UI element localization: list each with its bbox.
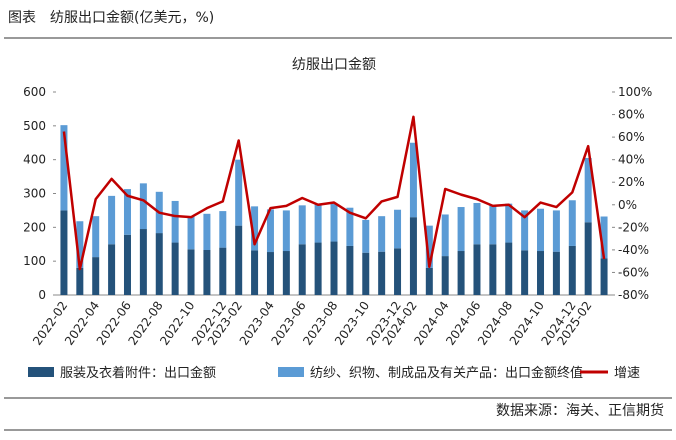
bar bbox=[441, 214, 449, 257]
y-tick-label: 0 bbox=[38, 288, 46, 302]
y2-tick-label: -40% bbox=[618, 243, 649, 257]
y2-tick-label: 20% bbox=[618, 175, 645, 189]
bar bbox=[314, 242, 322, 295]
bar bbox=[314, 204, 322, 243]
bar bbox=[473, 244, 481, 295]
bar bbox=[346, 245, 354, 295]
bar bbox=[219, 211, 227, 248]
bar bbox=[282, 251, 290, 295]
bar bbox=[600, 216, 608, 259]
chart-title: 纺服出口金额 bbox=[292, 57, 376, 73]
bar bbox=[76, 267, 84, 295]
y2-tick-label: -20% bbox=[618, 220, 649, 234]
bar bbox=[92, 257, 100, 295]
header: 图表 纺服出口金额(亿美元，%) bbox=[8, 10, 214, 26]
bar bbox=[552, 210, 560, 252]
y-tick-label: 100 bbox=[23, 254, 46, 268]
bar bbox=[552, 251, 560, 295]
legend-label: 增速 bbox=[614, 366, 640, 381]
bar bbox=[187, 249, 195, 295]
bar bbox=[203, 213, 211, 251]
y2-tick-label: -80% bbox=[618, 288, 649, 302]
legend-label: 纺纱、织物、制成品及有关产品：出口金额终值 bbox=[310, 365, 583, 381]
bar bbox=[219, 247, 227, 295]
bar bbox=[76, 221, 84, 268]
source: 数据来源：海关、正信期货 bbox=[496, 402, 664, 419]
legend-swatch bbox=[28, 367, 54, 377]
bar bbox=[282, 210, 290, 252]
bar bbox=[298, 205, 306, 245]
legend-swatch bbox=[278, 367, 304, 377]
bar bbox=[537, 251, 545, 295]
bar bbox=[394, 209, 402, 249]
bar bbox=[123, 189, 131, 235]
bar bbox=[568, 200, 576, 246]
bar bbox=[139, 229, 147, 295]
bar bbox=[441, 256, 449, 295]
y-tick-label: 600 bbox=[23, 85, 46, 99]
y2-tick-label: -60% bbox=[618, 265, 649, 279]
bar bbox=[409, 217, 417, 295]
bar bbox=[489, 205, 497, 245]
bar bbox=[266, 252, 274, 295]
bar bbox=[139, 183, 147, 230]
bar bbox=[394, 248, 402, 295]
bar bbox=[235, 159, 243, 226]
bar bbox=[235, 225, 243, 295]
y-tick-label: 300 bbox=[23, 187, 46, 201]
bar bbox=[362, 252, 370, 295]
bar bbox=[568, 245, 576, 295]
bar bbox=[346, 207, 354, 246]
y2-tick-label: 100% bbox=[618, 85, 652, 99]
bar bbox=[251, 206, 259, 251]
bar bbox=[425, 267, 433, 295]
y-tick-label: 200 bbox=[23, 220, 46, 234]
bar bbox=[409, 142, 417, 218]
bar bbox=[378, 216, 386, 252]
bar bbox=[330, 241, 338, 295]
bar bbox=[473, 202, 481, 245]
bar bbox=[108, 244, 116, 295]
y2-tick-label: 0% bbox=[618, 198, 637, 212]
bar bbox=[378, 251, 386, 295]
bar bbox=[584, 157, 592, 223]
bar bbox=[457, 207, 465, 252]
bar bbox=[521, 210, 529, 251]
y-tick-label: 400 bbox=[23, 153, 46, 167]
bar bbox=[425, 225, 433, 268]
bar bbox=[521, 250, 529, 295]
bar bbox=[505, 242, 513, 295]
y2-tick-label: 60% bbox=[618, 130, 645, 144]
y2-tick-label: 40% bbox=[618, 153, 645, 167]
bar bbox=[584, 222, 592, 295]
bar bbox=[108, 195, 116, 245]
bar bbox=[92, 216, 100, 258]
bar bbox=[600, 258, 608, 295]
y2-tick-label: 80% bbox=[618, 108, 645, 122]
bar bbox=[203, 250, 211, 295]
bar bbox=[505, 203, 513, 243]
bar bbox=[457, 251, 465, 295]
bar bbox=[362, 219, 370, 253]
bar bbox=[266, 209, 274, 253]
bar bbox=[489, 244, 497, 295]
bar bbox=[330, 203, 338, 242]
bar bbox=[251, 250, 259, 295]
bar bbox=[171, 242, 179, 295]
bar bbox=[60, 210, 68, 295]
bar bbox=[298, 244, 306, 295]
bar bbox=[123, 234, 131, 295]
growth-line bbox=[62, 115, 606, 271]
legend-label: 服装及衣着附件：出口金额 bbox=[60, 365, 216, 381]
y-tick-label: 500 bbox=[23, 119, 46, 133]
bar bbox=[171, 200, 179, 243]
bar bbox=[155, 233, 163, 295]
bar bbox=[60, 125, 68, 211]
bar bbox=[537, 208, 545, 252]
bar bbox=[187, 216, 195, 250]
